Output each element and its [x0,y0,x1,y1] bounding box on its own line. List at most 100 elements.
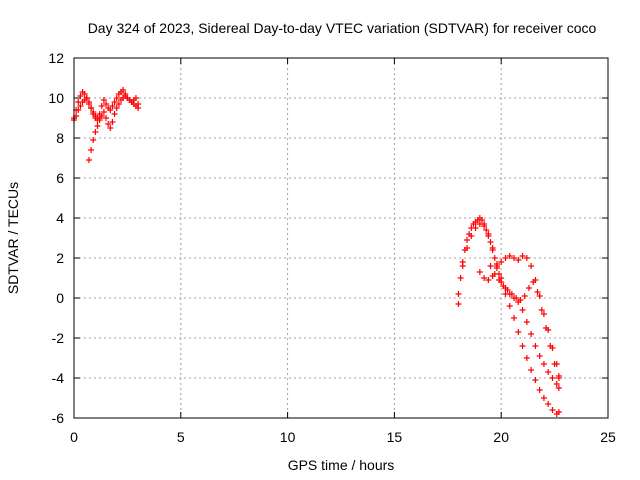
y-tick-label: 6 [56,170,64,186]
data-point [528,367,535,373]
x-tick-label: 10 [280,429,296,445]
data-point [493,265,500,271]
data-point [549,375,556,381]
x-axis-label: GPS time / hours [288,457,395,473]
data-point [455,291,462,297]
data-point [90,111,97,117]
x-tick-label: 5 [177,429,185,445]
data-point [555,409,562,415]
data-point [519,307,526,313]
data-point [525,285,532,291]
x-tick-label: 0 [70,429,78,445]
data-point [508,291,515,297]
data-point [107,107,114,113]
data-point [517,297,524,303]
plot-border [73,57,609,419]
data-point [496,277,503,283]
data-point [481,223,488,229]
data-point [532,377,539,383]
data-point [109,119,116,125]
data-point [105,121,112,127]
data-point [111,111,118,117]
y-tick-label: -4 [52,370,65,386]
data-point [489,245,496,251]
data-point [94,123,101,129]
data-point [85,157,92,163]
data-point [540,395,547,401]
data-point [547,343,554,349]
data-point [519,253,526,259]
data-point [485,231,492,237]
data-point [85,99,92,105]
data-point [459,263,466,269]
data-point [120,87,127,93]
data-point [519,343,526,349]
data-point [75,107,82,113]
y-axis-label: SDTVAR / TECUs [5,182,21,294]
data-point [132,95,139,101]
data-point [530,279,537,285]
data-point [88,105,95,111]
data-point [498,259,505,265]
x-tick-label: 25 [600,429,616,445]
data-point [468,233,475,239]
data-point [506,253,513,259]
data-point [523,255,530,261]
x-axis-ticks: 0 5 10 15 20 25 [70,58,616,445]
data-point [521,293,528,299]
data-point [540,311,547,317]
data-point [504,287,511,293]
data-point [549,407,556,413]
data-point [113,95,120,101]
data-point [487,263,494,269]
y-tick-label: 12 [48,50,64,66]
chart-title: Day 324 of 2023, Sidereal Day-to-day VTE… [88,20,597,36]
data-point [103,101,110,107]
data-point [92,129,99,135]
y-axis-ticks: -6 -4 -2 0 2 4 6 8 10 12 [48,50,608,426]
x-tick-label: 20 [493,429,509,445]
y-tick-label: 4 [56,210,64,226]
data-point [513,295,520,301]
data-point [109,103,116,109]
data-point [100,109,107,115]
data-point [135,105,142,111]
data-point [500,283,507,289]
data-point [77,93,84,99]
series-pass-3 [71,95,103,123]
data-point [551,361,558,367]
data-point [538,307,545,313]
data-point [88,147,95,153]
data-point [502,255,509,261]
series-pass-7 [487,263,562,391]
data-point [455,301,462,307]
data-point [487,239,494,245]
data-point [511,255,518,261]
data-point [113,105,120,111]
data-point [534,289,541,295]
y-tick-label: 2 [56,250,64,266]
data-point [476,221,483,227]
data-point [555,385,562,391]
data-point [515,257,522,263]
data-point [555,373,562,379]
data-point [98,103,105,109]
data-point [553,381,560,387]
y-tick-label: 0 [56,290,64,306]
data-point [536,387,543,393]
data-point [528,263,535,269]
data-point [481,275,488,281]
y-tick-label: 10 [48,90,64,106]
y-tick-label: -6 [52,410,65,426]
data-point [506,303,513,309]
grid-lines [74,58,608,418]
data-point [90,137,97,143]
data-point [111,99,118,105]
data-point [96,115,103,121]
data-point [543,325,550,331]
data-point [464,245,471,251]
data-point [83,95,90,101]
data-point [77,103,84,109]
